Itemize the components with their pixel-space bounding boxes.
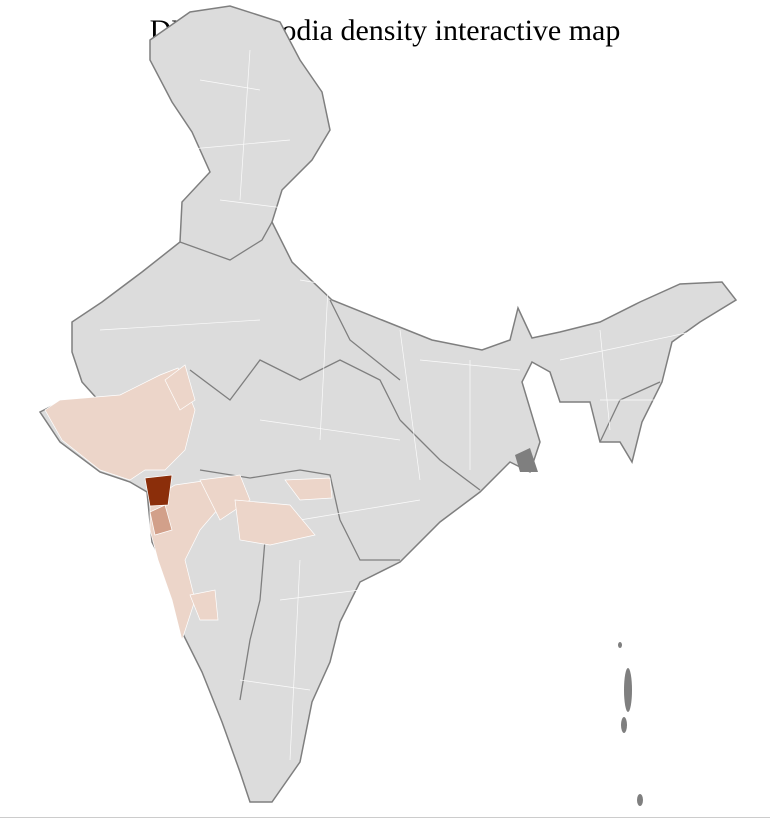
region-maharashtra-central-low (234, 499, 316, 546)
region-maharashtra-south-low (189, 589, 219, 621)
andaman-islands[interactable] (618, 642, 643, 806)
region-medium (149, 504, 173, 536)
region-mp-low (164, 364, 196, 411)
region-high (144, 474, 173, 507)
district-borders (99, 49, 701, 761)
sundarbans (515, 448, 538, 472)
region-gujarat-low (44, 367, 196, 481)
region-maharashtra-north-low (199, 474, 251, 521)
density-regions[interactable] (44, 364, 333, 642)
region-maharashtra-east-low (284, 477, 333, 501)
